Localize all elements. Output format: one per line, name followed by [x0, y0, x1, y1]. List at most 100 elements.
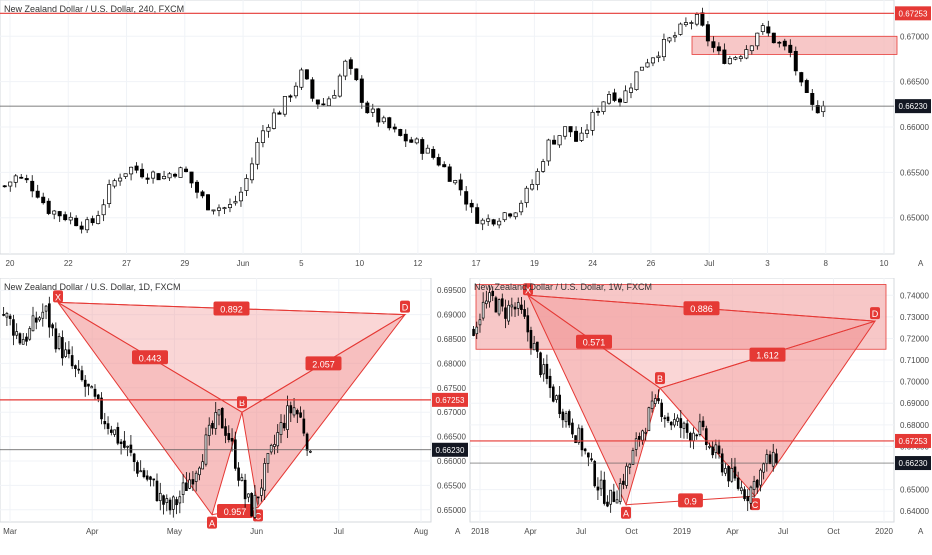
point-x-label: X	[55, 292, 61, 302]
candle	[704, 428, 708, 446]
y-tick-label: 0.67000	[437, 408, 466, 417]
candle	[545, 363, 549, 379]
candle	[587, 452, 590, 458]
candle	[442, 164, 447, 168]
ratio-ac-label: 0.9	[684, 496, 697, 506]
candle	[142, 470, 146, 478]
candle	[171, 496, 175, 510]
candle	[158, 492, 162, 502]
point-a-label: A	[209, 519, 215, 529]
candle	[480, 219, 485, 225]
candle	[733, 466, 737, 479]
candle	[475, 326, 479, 335]
candle	[682, 422, 686, 429]
candle	[488, 292, 491, 303]
candle	[107, 184, 112, 204]
candle	[513, 212, 518, 218]
candle	[129, 166, 134, 175]
candle	[178, 496, 182, 504]
candle	[447, 166, 452, 182]
candle	[195, 181, 200, 193]
candle	[194, 472, 198, 482]
candle	[74, 365, 77, 369]
candle	[256, 496, 260, 499]
candle	[657, 398, 660, 402]
point-a-label-bg	[621, 506, 631, 519]
candle	[227, 433, 231, 441]
candle	[788, 44, 793, 53]
candle	[738, 56, 743, 59]
x-tick-label: Aug	[414, 527, 428, 536]
point-x-label: X	[525, 285, 531, 295]
chart-panel-bottom-right: 0.74000 0.73000 0.72000 0.71000 0.70000 0.690…	[469, 277, 931, 536]
y-tick-label: 0.65500	[900, 168, 929, 177]
last-price-tag	[432, 442, 468, 457]
candle	[716, 46, 721, 52]
x-tick-label: Jul	[704, 259, 714, 268]
candle	[634, 71, 639, 90]
panel-divider	[0, 266, 932, 278]
candle	[18, 333, 22, 344]
candle	[508, 213, 513, 217]
y-tick-label: 0.66500	[437, 433, 466, 442]
candle	[571, 422, 574, 435]
x-tick-label: 17	[472, 259, 481, 268]
candle	[542, 364, 546, 375]
candle	[656, 55, 661, 58]
candle	[717, 445, 721, 454]
ratio-xd-label: 0.886	[690, 304, 713, 314]
candle	[669, 421, 673, 426]
candle	[51, 324, 54, 329]
candle	[414, 138, 419, 144]
candle	[101, 204, 106, 216]
point-c-label: C	[255, 511, 262, 521]
ratio-bd-label-bg	[305, 356, 342, 371]
x-tick-label: Jul	[334, 527, 344, 536]
candle	[653, 398, 657, 404]
candle	[771, 32, 776, 44]
candle	[178, 167, 183, 178]
candle	[497, 220, 502, 226]
candle	[253, 494, 257, 518]
candle	[625, 465, 628, 486]
candle	[214, 412, 218, 429]
candle	[607, 94, 612, 104]
candle	[74, 217, 79, 227]
candle	[436, 157, 441, 166]
candle	[420, 139, 425, 154]
y-tick-label: 0.66000	[437, 457, 466, 466]
candle	[793, 50, 798, 72]
candle	[628, 87, 633, 93]
candle	[8, 315, 12, 319]
candle	[724, 468, 727, 474]
candle	[694, 13, 699, 25]
candle	[68, 216, 73, 221]
candle	[623, 90, 628, 103]
x-tick-label: 27	[122, 259, 131, 268]
y-tick-label: 0.68500	[437, 335, 466, 344]
candle	[700, 12, 705, 26]
candle	[103, 421, 107, 425]
candle	[181, 482, 185, 496]
candle	[546, 139, 551, 162]
candle	[585, 129, 590, 134]
candle	[162, 495, 165, 505]
candle	[663, 417, 667, 420]
candle	[61, 337, 64, 359]
last-price-tag	[895, 99, 931, 114]
candle	[337, 75, 342, 97]
candle	[220, 408, 224, 429]
candle	[77, 368, 81, 371]
candle	[184, 168, 189, 173]
candle	[711, 446, 714, 456]
candle	[744, 49, 749, 59]
candle	[282, 422, 286, 429]
candle	[288, 95, 293, 98]
candle	[151, 171, 156, 179]
ratio-xb-label: 0.443	[139, 353, 162, 363]
candle	[348, 59, 353, 69]
point-x-label-bg	[53, 290, 63, 303]
candle	[90, 218, 95, 224]
candle	[38, 317, 41, 321]
